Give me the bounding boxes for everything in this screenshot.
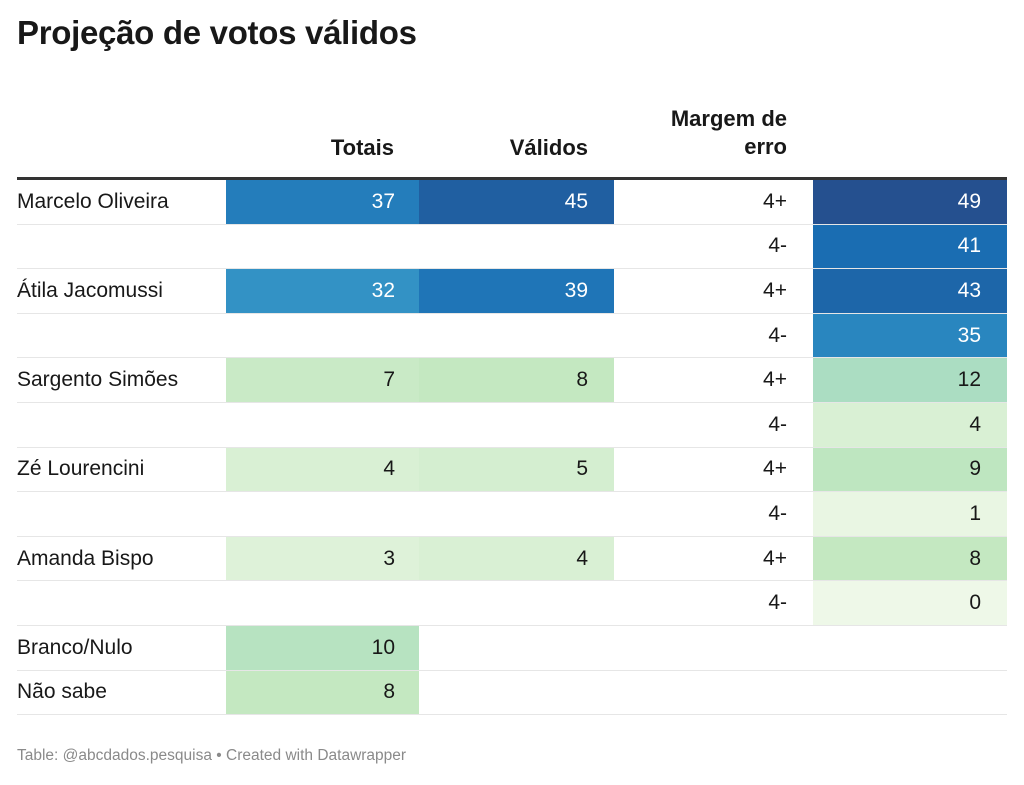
table-row: 4- 41	[17, 224, 1007, 270]
column-header-validos: Válidos	[509, 135, 588, 160]
cell-faixa: 35	[813, 313, 1007, 358]
cell-margem: 4+	[763, 457, 787, 481]
table-row: 4- 35	[17, 313, 1007, 359]
row-label: Sargento Simões	[17, 368, 179, 392]
row-label: Não sabe	[17, 680, 107, 704]
cell-validos	[419, 314, 614, 358]
cell-validos: 8	[419, 358, 614, 402]
row-label	[17, 314, 226, 358]
cell-totais: 37	[226, 180, 419, 224]
cell-margem: 4+	[763, 368, 787, 392]
footer-credit: Table: @abcdados.pesquisa • Created with…	[17, 747, 407, 764]
row-label: Amanda Bispo	[17, 546, 154, 570]
header-rule	[17, 177, 1007, 180]
cell-validos	[419, 403, 614, 447]
cell-faixa: 9	[813, 447, 1007, 492]
cell-margem: 4-	[768, 234, 787, 258]
cell-validos	[419, 581, 614, 625]
column-header-totais: Totais	[330, 135, 394, 160]
cell-validos	[419, 225, 614, 269]
cell-faixa: 8	[813, 536, 1007, 581]
cell-faixa: 41	[813, 224, 1007, 269]
cell-totais: 7	[226, 358, 419, 402]
cell-faixa: 0	[813, 581, 1007, 625]
row-label	[17, 581, 226, 625]
cell-faixa: 4	[813, 402, 1007, 447]
cell-validos: 39	[419, 269, 614, 313]
cell-faixa	[813, 671, 1007, 715]
cell-totais	[226, 314, 419, 358]
table-row: Não sabe 8	[17, 670, 1007, 716]
table-row: Sargento Simões 7 8 4+ 12	[17, 358, 1007, 403]
table-row: Átila Jacomussi 32 39 4+ 43	[17, 269, 1007, 314]
table-row: Branco/Nulo 10	[17, 625, 1007, 671]
cell-margem: 4+	[763, 189, 787, 213]
cell-validos: 45	[419, 180, 614, 224]
cell-totais	[226, 225, 419, 269]
row-label	[17, 225, 226, 269]
cell-totais	[226, 403, 419, 447]
cell-margem: 4-	[768, 591, 787, 615]
cell-validos	[419, 671, 614, 715]
cell-validos: 5	[419, 447, 614, 492]
cell-margem	[614, 626, 813, 670]
table-row: Zé Lourencini 4 5 4+ 9	[17, 447, 1007, 493]
table-row: Amanda Bispo 3 4 4+ 8	[17, 536, 1007, 582]
table-row: 4- 0	[17, 581, 1007, 626]
cell-totais: 4	[226, 447, 419, 492]
row-label: Marcelo Oliveira	[17, 189, 169, 213]
column-header-margem-line2: erro	[744, 134, 787, 159]
chart-title: Projeção de votos válidos	[17, 14, 417, 51]
row-label	[17, 403, 226, 447]
cell-validos: 4	[419, 536, 614, 581]
cell-margem: 4-	[768, 412, 787, 436]
row-label: Zé Lourencini	[17, 457, 145, 481]
cell-faixa: 43	[813, 269, 1007, 313]
cell-totais	[226, 581, 419, 625]
row-label: Branco/Nulo	[17, 635, 133, 659]
table-header: Totais Válidos Margem de erro	[0, 0, 1024, 180]
cell-margem: 4-	[768, 501, 787, 525]
cell-totais: 3	[226, 536, 419, 581]
row-label: Átila Jacomussi	[17, 278, 163, 302]
cell-validos	[419, 492, 614, 536]
cell-margem	[614, 671, 813, 715]
column-header-margem: Margem de erro	[614, 105, 787, 161]
cell-totais	[226, 492, 419, 536]
cell-validos	[419, 626, 614, 670]
cell-margem: 4+	[763, 546, 787, 570]
cell-faixa: 1	[813, 492, 1007, 536]
cell-totais: 10	[226, 625, 419, 670]
table-row: Marcelo Oliveira 37 45 4+ 49	[17, 180, 1007, 225]
table-body: Marcelo Oliveira 37 45 4+ 49 4- 41 Átila Jacomu…	[17, 180, 1007, 716]
cell-totais: 32	[226, 269, 419, 313]
cell-faixa: 49	[813, 180, 1007, 224]
column-header-margem-line1: Margem de	[670, 106, 787, 131]
cell-margem: 4-	[768, 323, 787, 347]
row-label	[17, 492, 226, 536]
cell-margem: 4+	[763, 278, 787, 302]
cell-faixa	[813, 626, 1007, 670]
table-row: 4- 4	[17, 402, 1007, 448]
cell-faixa: 12	[813, 358, 1007, 402]
table-row: 4- 1	[17, 492, 1007, 537]
cell-totais: 8	[226, 670, 419, 715]
